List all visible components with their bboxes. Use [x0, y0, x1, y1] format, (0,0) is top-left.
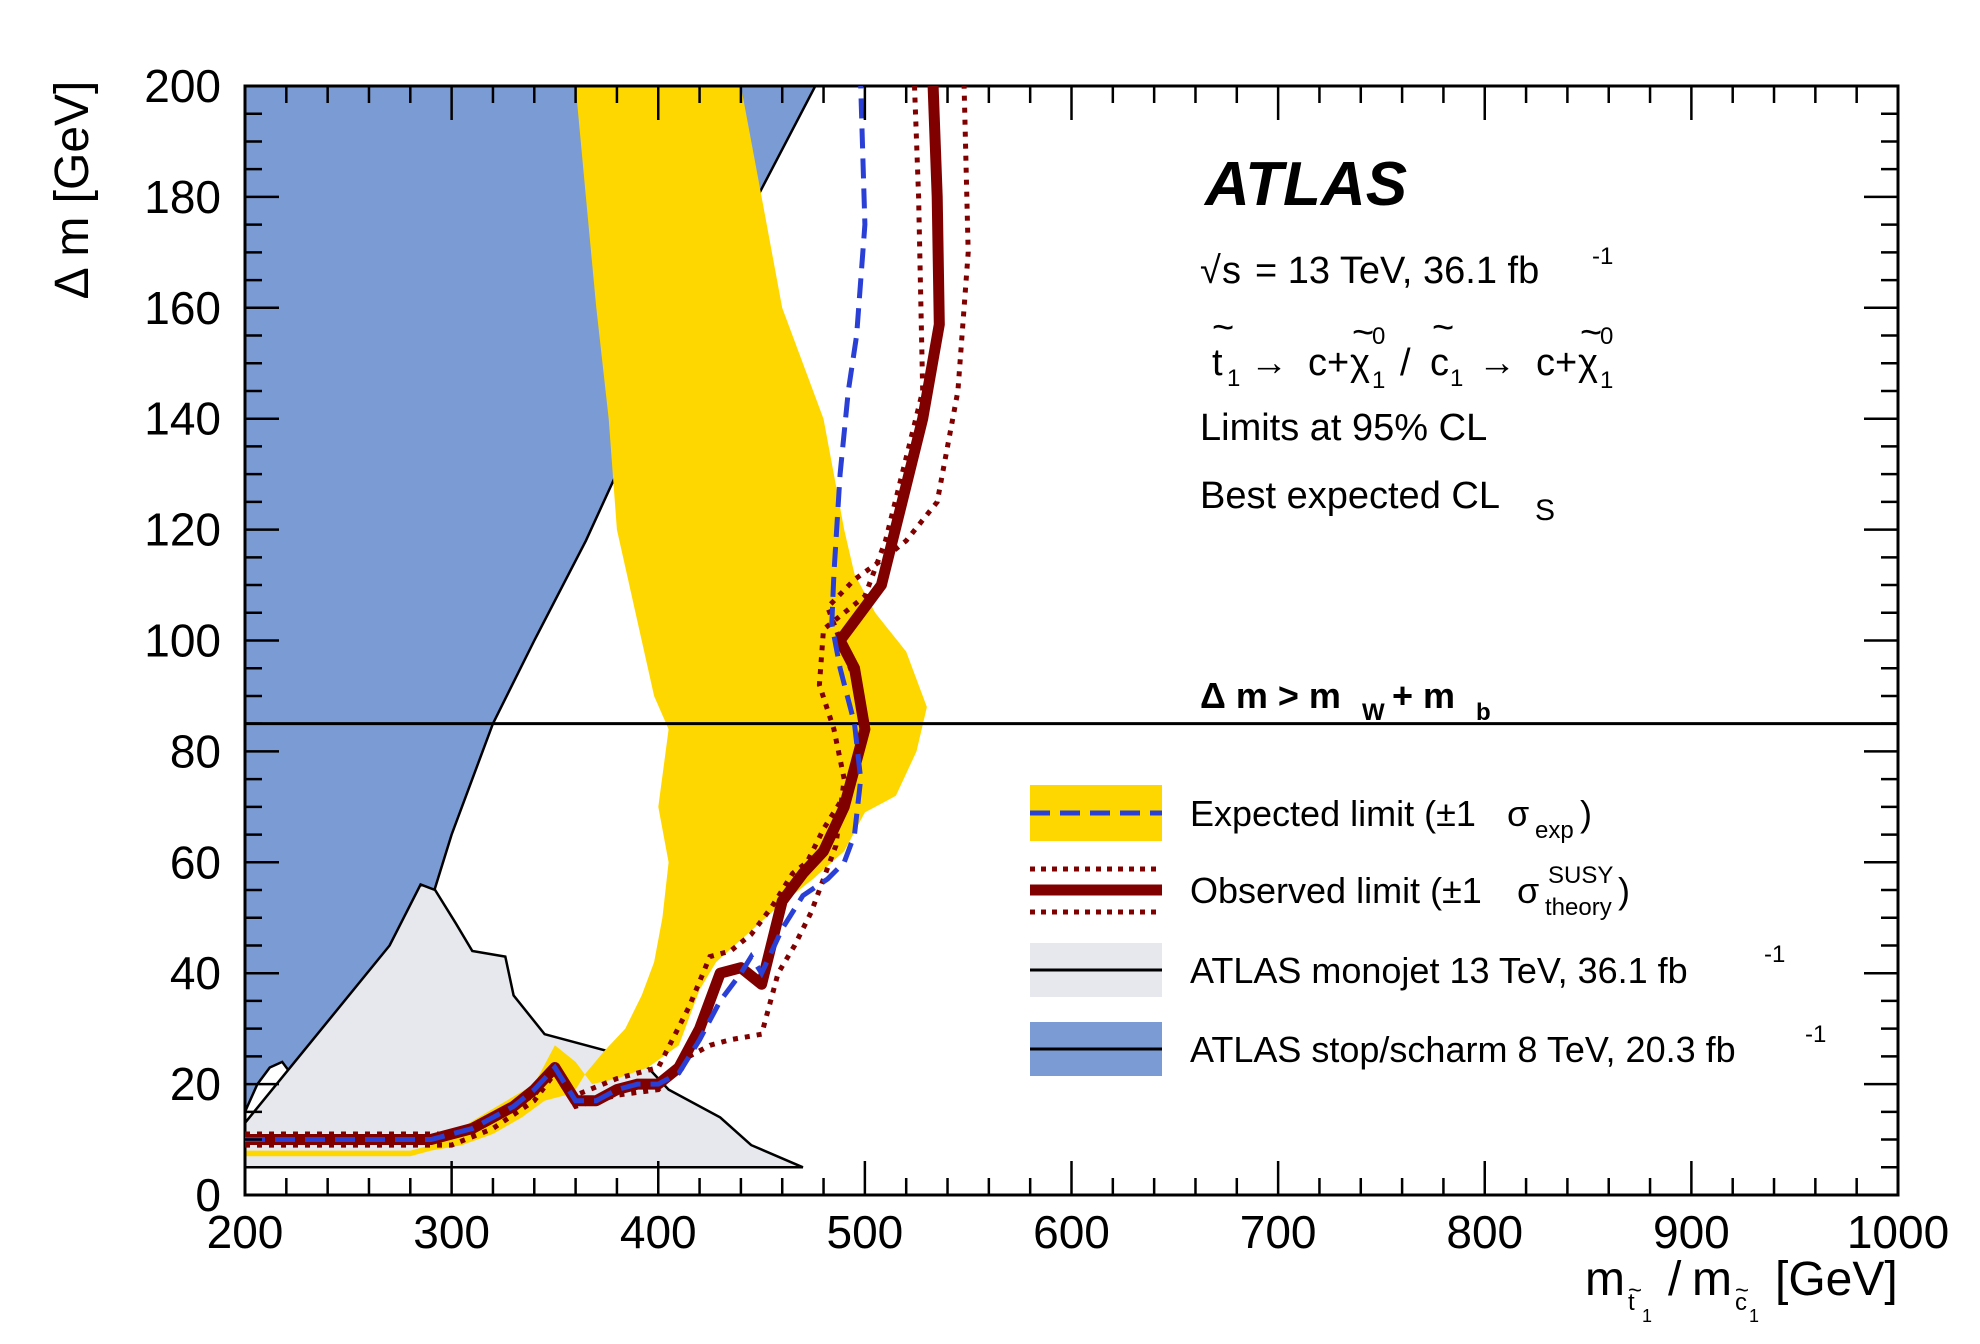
y-tick-label: 80 [170, 725, 221, 777]
y-tick-label: 140 [144, 393, 221, 445]
info-line-best-expected: Best expected CL S [1200, 475, 1555, 527]
y-tick-label: 160 [144, 282, 221, 334]
x-tick-label: 200 [207, 1206, 284, 1258]
svg-text:χ: χ [1578, 342, 1598, 384]
y-axis-title: Δ m [GeV] [46, 81, 99, 300]
x-tick-label: 1000 [1847, 1206, 1949, 1258]
svg-text:√: √ [1200, 250, 1221, 292]
y-tick-label: 20 [170, 1058, 221, 1110]
svg-text:1: 1 [1600, 367, 1613, 394]
svg-text:~: ~ [1735, 1277, 1749, 1304]
svg-text:ATLAS stop/scharm 8 TeV, 20.3: ATLAS stop/scharm 8 TeV, 20.3 fb [1190, 1029, 1736, 1070]
legend: Expected limit (±1 σ exp ) Observed limi… [1030, 785, 1826, 1076]
svg-text:1: 1 [1227, 365, 1240, 392]
atlas-label: ATLAS [1203, 150, 1407, 219]
info-line-process: ~ t 1 → c+ ~ χ 0 1 / ~ c 1 → c+ ~ χ 0 1 [1212, 307, 1613, 394]
svg-text:Best expected CL: Best expected CL [1200, 475, 1500, 517]
legend-entry-expected: Expected limit (±1 σ exp ) [1030, 785, 1592, 844]
svg-text:/: / [1400, 342, 1411, 384]
svg-text:1: 1 [1642, 1306, 1652, 1326]
svg-text:m: m [1585, 1253, 1625, 1306]
svg-text:s: s [1222, 250, 1241, 292]
legend-entry-stop-scharm: ATLAS stop/scharm 8 TeV, 20.3 fb -1 [1030, 1021, 1826, 1076]
svg-text:~: ~ [1432, 307, 1454, 349]
svg-text:theory: theory [1545, 894, 1612, 921]
x-tick-label: 500 [827, 1206, 904, 1258]
svg-text:exp: exp [1535, 817, 1574, 844]
svg-text:-1: -1 [1805, 1021, 1826, 1048]
svg-text:~: ~ [1628, 1277, 1642, 1304]
svg-text:Expected limit (±1: Expected limit (±1 [1190, 793, 1476, 834]
svg-text:1: 1 [1749, 1306, 1759, 1326]
svg-text:SUSY: SUSY [1548, 862, 1613, 889]
legend-entry-observed: Observed limit (±1 σ SUSY theory ) [1030, 862, 1630, 921]
svg-text:~: ~ [1352, 312, 1374, 354]
svg-text:c: c [1430, 342, 1449, 384]
svg-text:W: W [1362, 699, 1385, 726]
expected-band [245, 86, 927, 1157]
svg-text:c+: c+ [1308, 342, 1349, 384]
observed-limit [245, 86, 945, 1145]
svg-text:Δ m > m: Δ m > m [1200, 675, 1341, 716]
svg-text:0: 0 [1372, 323, 1385, 350]
x-tick-label: 400 [620, 1206, 697, 1258]
y-tick-label: 200 [144, 60, 221, 112]
legend-entry-monojet: ATLAS monojet 13 TeV, 36.1 fb -1 [1030, 941, 1785, 997]
svg-text:): ) [1580, 793, 1592, 834]
curve-layer [245, 86, 971, 1148]
svg-text:c: c [1735, 1289, 1747, 1316]
svg-text:1: 1 [1372, 367, 1385, 394]
y-tick-label: 40 [170, 947, 221, 999]
svg-text:~: ~ [1580, 312, 1602, 354]
svg-text:c+: c+ [1536, 342, 1577, 384]
svg-text:S: S [1535, 494, 1555, 527]
svg-text:+ m: + m [1392, 675, 1455, 716]
svg-text:→: → [1250, 342, 1288, 384]
svg-text:χ: χ [1350, 342, 1370, 384]
svg-text:t: t [1628, 1289, 1635, 1316]
svg-text:m: m [1692, 1253, 1732, 1306]
svg-text:~: ~ [1212, 307, 1234, 349]
svg-text:Observed limit (±1: Observed limit (±1 [1190, 870, 1482, 911]
tick-layer: 200 300 400 500 600 700 800 900 1000020406080100… [144, 60, 1949, 1258]
svg-text:): ) [1618, 870, 1630, 911]
x-tick-label: 800 [1446, 1206, 1523, 1258]
svg-text:[GeV]: [GeV] [1775, 1253, 1898, 1306]
y-tick-label: 100 [144, 615, 221, 667]
x-tick-label: 300 [413, 1206, 490, 1258]
svg-text:σ: σ [1507, 793, 1529, 834]
region-monojet-13tev [245, 882, 804, 1169]
svg-text:-1: -1 [1764, 941, 1785, 968]
svg-text:0: 0 [1600, 323, 1613, 350]
expected-limit [245, 86, 868, 1142]
svg-text:-1: -1 [1592, 243, 1613, 270]
info-line-energy: √ s = 13 TeV, 36.1 fb -1 [1200, 243, 1613, 292]
svg-text:= 13 TeV, 36.1 fb: = 13 TeV, 36.1 fb [1255, 250, 1539, 292]
svg-text:t: t [1212, 342, 1223, 384]
svg-text:b: b [1476, 699, 1491, 726]
svg-text:σ: σ [1517, 870, 1539, 911]
x-tick-label: 900 [1653, 1206, 1730, 1258]
y-tick-label: 0 [195, 1169, 221, 1221]
y-tick-label: 120 [144, 504, 221, 556]
svg-text:1: 1 [1450, 365, 1463, 392]
y-tick-label: 60 [170, 836, 221, 888]
svg-text:ATLAS monojet 13 TeV, 36.1 fb: ATLAS monojet 13 TeV, 36.1 fb [1190, 950, 1688, 991]
x-tick-label: 700 [1240, 1206, 1317, 1258]
x-axis-title: m ~ t 1 / m ~ c 1 [GeV] [1585, 1253, 1898, 1326]
svg-text:→: → [1478, 342, 1516, 384]
fill-layer [245, 86, 927, 1169]
info-line-cl: Limits at 95% CL [1200, 407, 1487, 449]
svg-text:/: / [1668, 1253, 1682, 1306]
y-tick-label: 180 [144, 171, 221, 223]
x-tick-label: 600 [1033, 1206, 1110, 1258]
threshold-label: Δ m > m W + m b [1200, 675, 1491, 726]
